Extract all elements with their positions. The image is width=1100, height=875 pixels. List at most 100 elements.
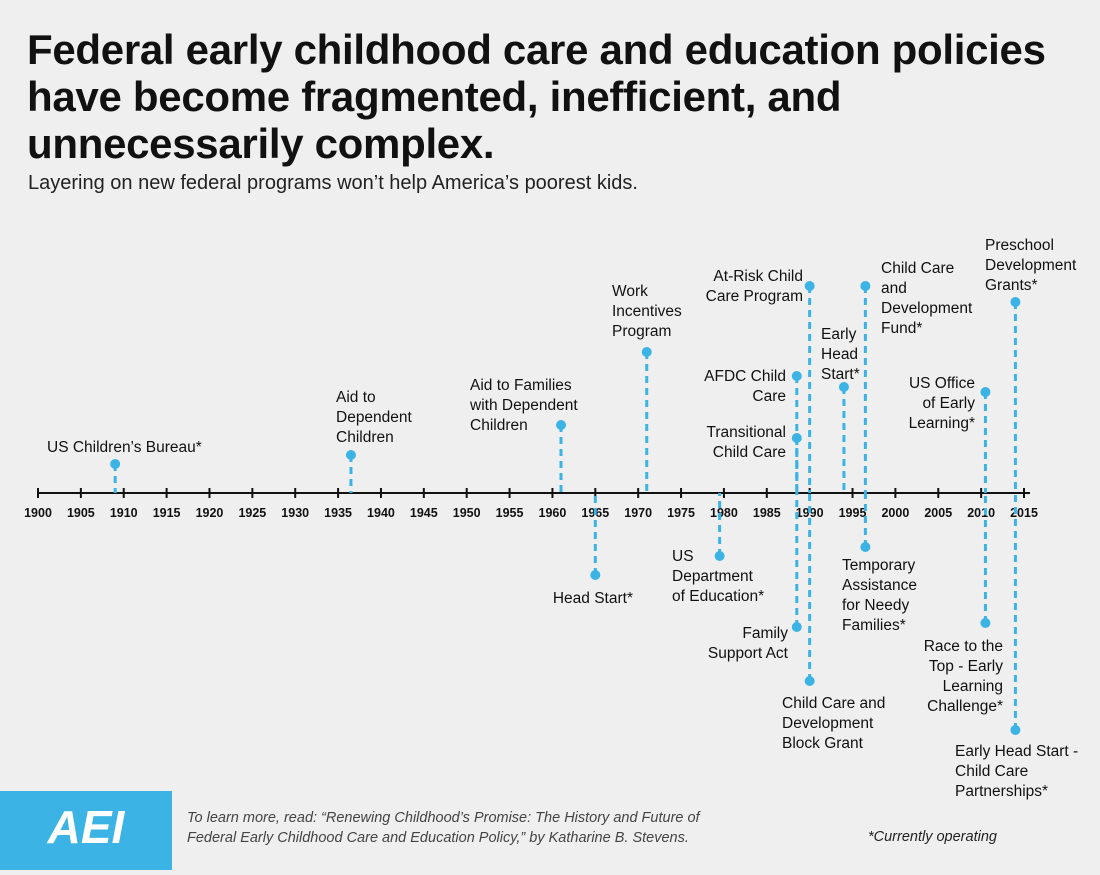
- aei-logo[interactable]: AEI: [0, 791, 172, 870]
- event-marker: [860, 542, 871, 552]
- event-label: Block Grant: [782, 735, 864, 752]
- event-marker: [980, 387, 991, 397]
- event-label: Start*: [821, 366, 860, 383]
- event-label: Child Care: [713, 444, 786, 461]
- event-label: Development: [881, 300, 973, 317]
- event-label: Learning: [943, 678, 1003, 695]
- event-label: Early Head Start -: [955, 743, 1078, 760]
- event-label: Grants*: [985, 277, 1038, 294]
- event-label: Learning*: [909, 415, 975, 432]
- tick-label: 1955: [496, 506, 524, 520]
- event-marker: [804, 676, 815, 686]
- tick-label: 1920: [196, 506, 224, 520]
- event-label: Children: [470, 417, 528, 434]
- event-marker: [1010, 725, 1021, 735]
- event-label: Dependent: [336, 409, 413, 426]
- timeline-event: Child Care and Development Fund*: [860, 260, 973, 493]
- timeline-events: US Children’s Bureau* Aid to Dependent Chil…: [47, 237, 1078, 800]
- event-label: Care Program: [706, 288, 803, 305]
- tick-label: 1935: [324, 506, 352, 520]
- event-label: Challenge*: [927, 698, 1003, 715]
- event-marker: [791, 371, 802, 381]
- event-marker: [556, 420, 567, 430]
- tick-label: 1905: [67, 506, 95, 520]
- event-marker: [345, 450, 356, 460]
- event-label: At-Risk Child: [713, 268, 803, 285]
- aei-logo-icon: AEI: [47, 801, 126, 853]
- event-label: Transitional: [706, 424, 786, 441]
- event-label: for Needy: [842, 597, 909, 614]
- tick-label: 1910: [110, 506, 138, 520]
- event-marker: [791, 622, 802, 632]
- tick-label: 1970: [624, 506, 652, 520]
- event-label: Development: [985, 257, 1077, 274]
- event-marker: [860, 281, 871, 291]
- event-label: Aid to: [336, 389, 376, 406]
- timeline-event: Family Support Act: [708, 493, 802, 662]
- tick-label: 1945: [410, 506, 438, 520]
- tick-label: 1940: [367, 506, 395, 520]
- event-label: Fund*: [881, 320, 922, 337]
- tick-label: 1960: [539, 506, 567, 520]
- event-label: and: [881, 280, 907, 297]
- tick-label: 1975: [667, 506, 695, 520]
- tick-label: 1985: [753, 506, 781, 520]
- event-label: Program: [612, 323, 671, 340]
- timeline-event: Aid to Dependent Children: [336, 389, 413, 493]
- event-label: Development: [782, 715, 874, 732]
- event-label: US Office: [909, 375, 975, 392]
- timeline-event: US Department of Education*: [672, 493, 764, 605]
- read-more-note: To learn more, read: “Renewing Childhood…: [187, 808, 807, 848]
- event-label: Temporary: [842, 557, 915, 574]
- aei-logo-text: AEI: [47, 801, 126, 853]
- event-label: AFDC Child: [704, 368, 786, 385]
- event-marker: [980, 618, 991, 628]
- event-label: Aid to Families: [470, 377, 572, 394]
- read-more-line-1: To learn more, read: “Renewing Childhood…: [187, 810, 700, 826]
- timeline-event: Temporary Assistance for Needy Families*: [842, 493, 917, 634]
- event-label: with Dependent: [469, 397, 578, 414]
- tick-label: 1995: [839, 506, 867, 520]
- timeline-event: Child Care and Development Block Grant: [782, 493, 885, 752]
- event-label: Preschool: [985, 237, 1054, 254]
- event-marker: [838, 382, 849, 392]
- timeline-event: Aid to Families with Dependent Children: [469, 377, 578, 493]
- event-label: Head: [821, 346, 858, 363]
- event-label: Care: [752, 388, 786, 405]
- timeline-event: AFDC Child Care: [704, 368, 802, 493]
- tick-label: 2010: [967, 506, 995, 520]
- event-label: US Children’s Bureau*: [47, 439, 202, 456]
- event-label: Department: [672, 568, 754, 585]
- timeline-event: Work Incentives Program: [612, 283, 682, 493]
- tick-label: 2015: [1010, 506, 1038, 520]
- tick-label: 1915: [153, 506, 181, 520]
- event-label: US: [672, 548, 694, 565]
- event-label: Early: [821, 326, 857, 343]
- event-label: Race to the: [924, 638, 1003, 655]
- event-label: Family: [742, 625, 788, 642]
- event-marker: [110, 459, 121, 469]
- timeline-event: Early Head Start - Child Care Partnerships…: [955, 493, 1078, 800]
- event-label: Support Act: [708, 645, 789, 662]
- event-marker: [804, 281, 815, 291]
- tick-label: 1950: [453, 506, 481, 520]
- event-label: Children: [336, 429, 394, 446]
- tick-label: 1925: [238, 506, 266, 520]
- axis-ticks: 1900 1905 1910 1915 1920 1925 1930 1935 1940 1945…: [24, 488, 1038, 520]
- timeline-event: Transitional Child Care: [706, 424, 802, 493]
- timeline-event: Preschool Development Grants*: [985, 237, 1077, 493]
- event-label: Partnerships*: [955, 783, 1048, 800]
- event-label: Head Start*: [553, 590, 633, 607]
- event-label: Child Care: [955, 763, 1028, 780]
- event-label: of Early: [922, 395, 975, 412]
- timeline-event: US Children’s Bureau*: [47, 439, 202, 493]
- event-label: Families*: [842, 617, 906, 634]
- read-more-line-2: Federal Early Childhood Care and Educati…: [187, 830, 689, 846]
- timeline-event: Race to the Top - Early Learning Challenge*: [924, 493, 1003, 715]
- tick-label: 2005: [924, 506, 952, 520]
- currently-operating-footnote: *Currently operating: [868, 829, 997, 845]
- event-marker: [590, 570, 601, 580]
- tick-label: 2000: [881, 506, 909, 520]
- timeline-event: Head Start*: [553, 493, 633, 607]
